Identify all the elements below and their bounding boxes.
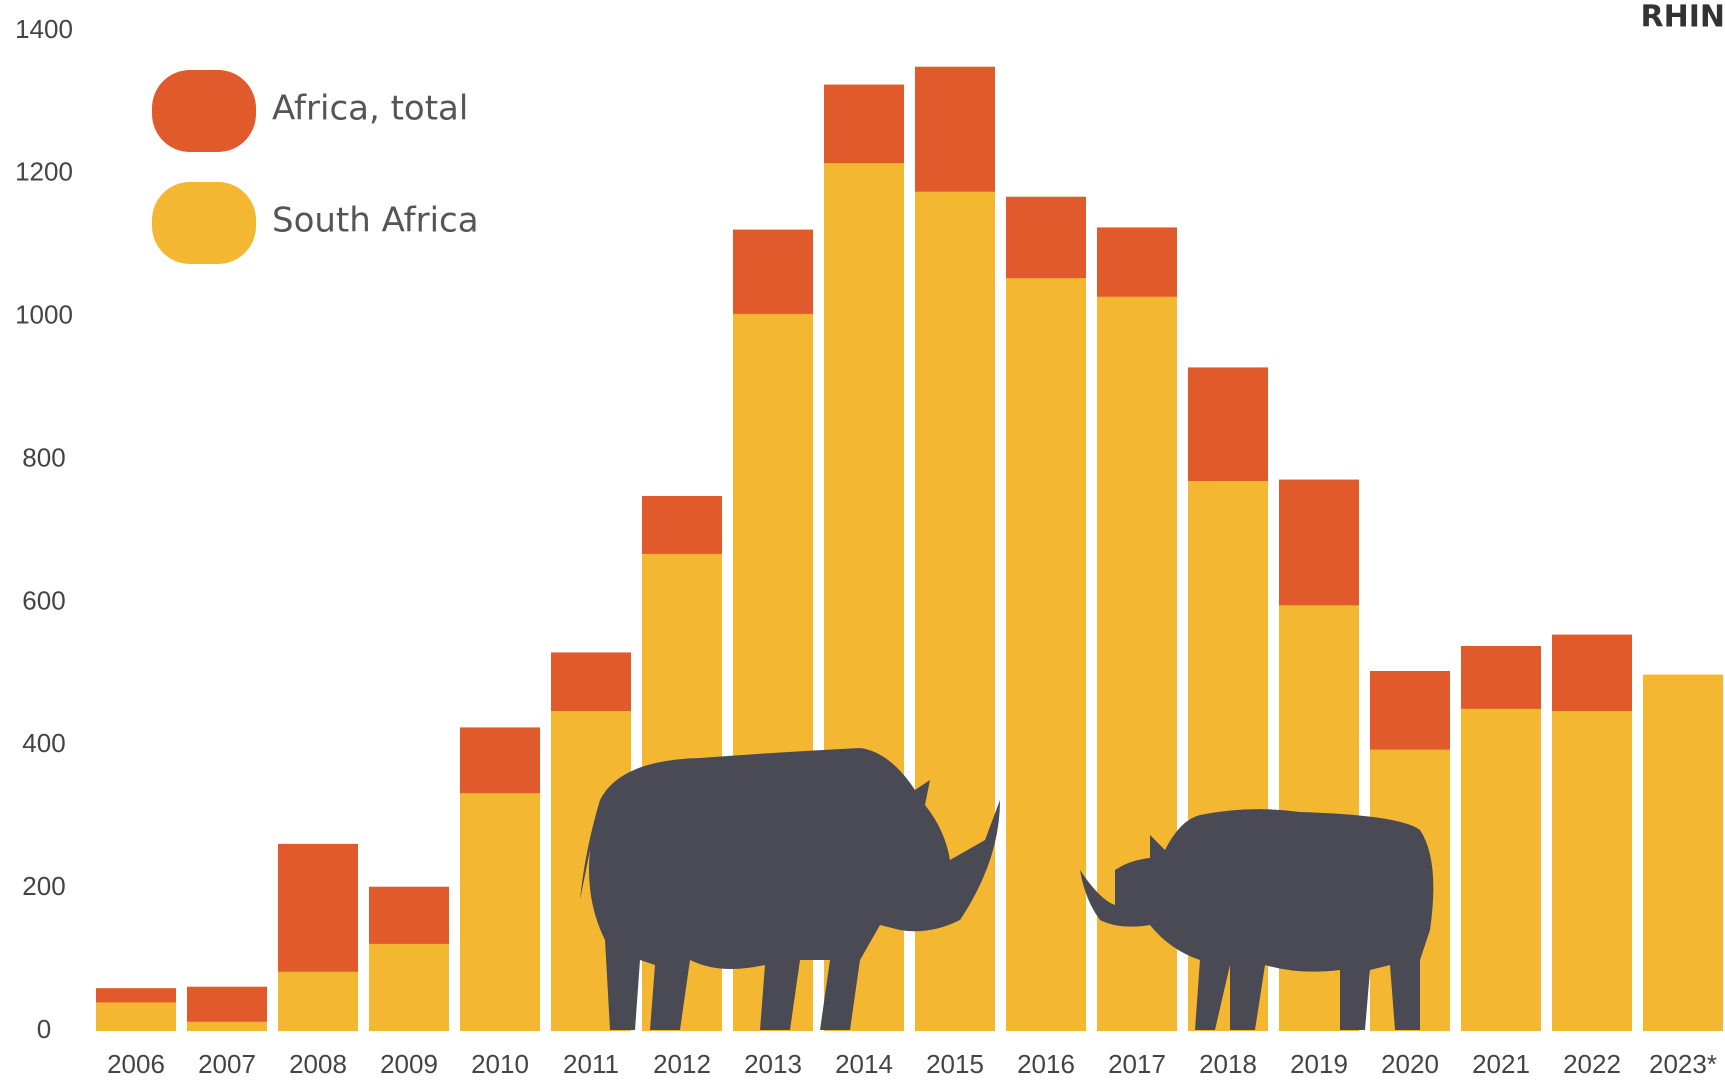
x-tick-label: 2006: [107, 1049, 165, 1079]
y-tick-label: 1200: [15, 157, 73, 187]
bar: [96, 1002, 176, 1031]
y-tick-label: 800: [22, 442, 65, 472]
y-tick-label: 200: [22, 871, 65, 901]
legend-swatch: [152, 182, 256, 264]
logo: RHIN: [1641, 0, 1725, 35]
y-tick-label: 0: [37, 1014, 51, 1044]
rhino-illustrations: [580, 748, 1434, 1030]
x-tick-label: 2007: [198, 1049, 256, 1079]
x-tick-label: 2017: [1108, 1049, 1166, 1079]
y-tick-label: 1400: [15, 14, 73, 44]
y-tick-label: 1000: [15, 300, 73, 330]
x-tick-label: 2021: [1472, 1049, 1530, 1079]
y-tick-label: 400: [22, 728, 65, 758]
x-tick-label: 2023*: [1649, 1049, 1717, 1079]
legend-label: South Africa: [272, 201, 479, 241]
bar: [187, 1021, 267, 1031]
legend-swatch: [152, 70, 256, 152]
x-tick-label: 2016: [1017, 1049, 1075, 1079]
x-tick-label: 2018: [1199, 1049, 1257, 1079]
bar: [278, 971, 358, 1031]
x-tick-label: 2019: [1290, 1049, 1348, 1079]
x-tick-label: 2011: [563, 1049, 619, 1079]
bar: [1552, 711, 1632, 1031]
rhino-small: [1080, 809, 1434, 1030]
x-tick-label: 2022: [1563, 1049, 1621, 1079]
legend-label: Africa, total: [272, 89, 468, 129]
y-tick-label: 600: [22, 585, 65, 615]
x-tick-label: 2013: [744, 1049, 802, 1079]
bar: [1643, 674, 1723, 1031]
bar: [369, 943, 449, 1031]
x-tick-label: 2010: [471, 1049, 529, 1079]
rhino-large: [580, 748, 1000, 1030]
bar: [1461, 708, 1541, 1031]
x-tick-label: 2009: [380, 1049, 438, 1079]
x-tick-label: 2020: [1381, 1049, 1439, 1079]
x-tick-label: 2014: [835, 1049, 893, 1079]
x-tick-label: 2012: [653, 1049, 711, 1079]
x-tick-label: 2015: [926, 1049, 984, 1079]
bar: [460, 793, 540, 1031]
bar: [1006, 278, 1086, 1032]
x-tick-label: 2008: [289, 1049, 347, 1079]
